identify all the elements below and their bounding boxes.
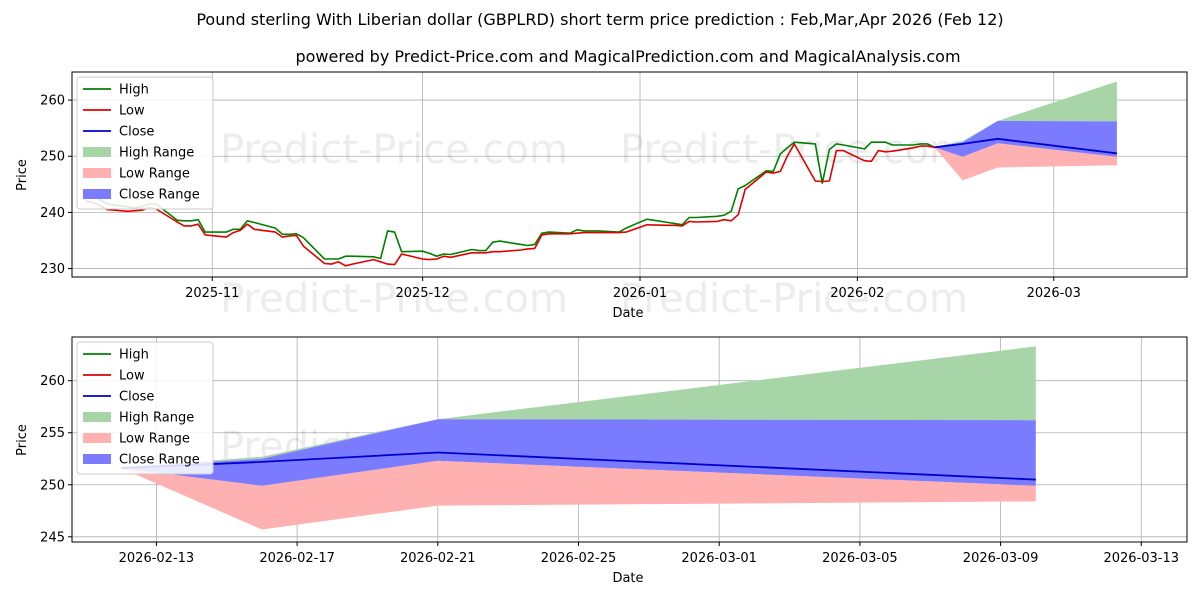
chart-subtitle: powered by Predict-Price.com and Magical… — [295, 47, 960, 66]
history-x-label: Date — [612, 306, 643, 321]
history-watermarks: Predict-Price.com Predict-Price.com Pred… — [220, 127, 968, 322]
forecast-y-tick-label: 260 — [40, 374, 65, 389]
history-y-tick-label: 240 — [40, 206, 65, 221]
chart-title: Pound sterling With Liberian dollar (GBP… — [196, 10, 1003, 29]
forecast-x-tick-label: 2026-03-13 — [1103, 551, 1179, 566]
history-legend-label-0: High — [119, 83, 149, 98]
history-y-tick-label: 230 — [40, 262, 65, 277]
watermark-2: Predict-Price.com — [620, 127, 968, 173]
forecast-panel: Predict-Price.com Predict-Price.com 2026… — [15, 336, 1188, 586]
history-x-tick-label: 2026-03 — [1027, 286, 1081, 301]
history-x-tick-label: 2026-02 — [830, 286, 884, 301]
history-low-line — [85, 143, 935, 267]
history-low-range-band — [934, 143, 1117, 181]
forecast-legend-swatch-3 — [83, 412, 111, 422]
history-legend-label-5: Close Range — [119, 188, 200, 203]
history-y-tick-label: 260 — [40, 94, 65, 109]
forecast-x-tick-label: 2026-02-25 — [541, 551, 617, 566]
forecast-x-tick-label: 2026-02-13 — [119, 551, 195, 566]
history-legend-swatch-4 — [83, 168, 111, 178]
forecast-x-tick-label: 2026-03-09 — [963, 551, 1039, 566]
history-grid — [72, 72, 1187, 277]
history-legend-label-3: High Range — [119, 146, 194, 161]
history-high-range-band — [934, 81, 1117, 147]
forecast-legend: High Low Close High Range Low Range Close Ran… — [76, 341, 214, 475]
forecast-low-range-band — [121, 460, 1036, 530]
forecast-legend-swatch-4 — [83, 433, 111, 443]
watermark-4: Predict-Price.com — [620, 276, 968, 322]
history-x-tick-label: 2025-12 — [395, 286, 449, 301]
history-legend-label-4: Low Range — [119, 167, 190, 182]
history-x-tick-label: 2026-01 — [613, 286, 667, 301]
history-legend-swatch-3 — [83, 147, 111, 157]
forecast-x-tick-label: 2026-03-01 — [681, 551, 757, 566]
watermark-3: Predict-Price.com — [220, 276, 568, 322]
forecast-legend-label-2: Close — [119, 390, 154, 405]
history-panel: Predict-Price.com Predict-Price.com Pred… — [15, 71, 1188, 322]
history-legend-swatch-5 — [83, 189, 111, 199]
history-y-label: Price — [15, 159, 30, 191]
history-legend-label-1: Low — [119, 104, 145, 119]
forecast-high-range-band — [121, 346, 1036, 468]
history-legend-label-2: Close — [119, 125, 154, 140]
forecast-legend-label-1: Low — [119, 369, 145, 384]
forecast-legend-swatch-5 — [83, 454, 111, 464]
history-close-forecast-line — [934, 137, 1118, 155]
forecast-axes-frame — [71, 336, 1188, 543]
history-high-line — [85, 141, 935, 260]
forecast-x-label: Date — [612, 571, 643, 586]
history-y-ticks: 230 240 250 260 — [40, 94, 72, 277]
history-lines — [85, 137, 1118, 267]
forecast-legend-label-0: High — [119, 348, 149, 363]
forecast-y-ticks: 245 250 255 260 — [40, 374, 72, 545]
history-axes-frame — [71, 71, 1188, 278]
forecast-fills — [121, 346, 1036, 530]
history-legend: High Low Close High Range Low Range Close Ran… — [76, 76, 214, 210]
forecast-x-tick-label: 2026-02-17 — [259, 551, 335, 566]
history-y-tick-label: 250 — [40, 150, 65, 165]
forecast-y-tick-label: 250 — [40, 478, 65, 493]
forecast-y-tick-label: 245 — [40, 530, 65, 545]
history-x-ticks: 2025-11 2025-12 2026-01 2026-02 2026-03 — [185, 277, 1081, 301]
forecast-y-tick-label: 255 — [40, 426, 65, 441]
forecast-x-tick-label: 2026-02-21 — [400, 551, 476, 566]
history-x-tick-label: 2025-11 — [185, 286, 239, 301]
forecast-x-tick-label: 2026-03-05 — [822, 551, 898, 566]
forecast-legend-label-4: Low Range — [119, 432, 190, 447]
forecast-x-ticks: 2026-02-13 2026-02-17 2026-02-21 2026-02-25… — [119, 542, 1179, 566]
forecast-legend-label-5: Close Range — [119, 453, 200, 468]
forecast-legend-label-3: High Range — [119, 411, 194, 426]
forecast-y-label: Price — [15, 424, 30, 456]
watermark-1: Predict-Price.com — [220, 127, 568, 173]
